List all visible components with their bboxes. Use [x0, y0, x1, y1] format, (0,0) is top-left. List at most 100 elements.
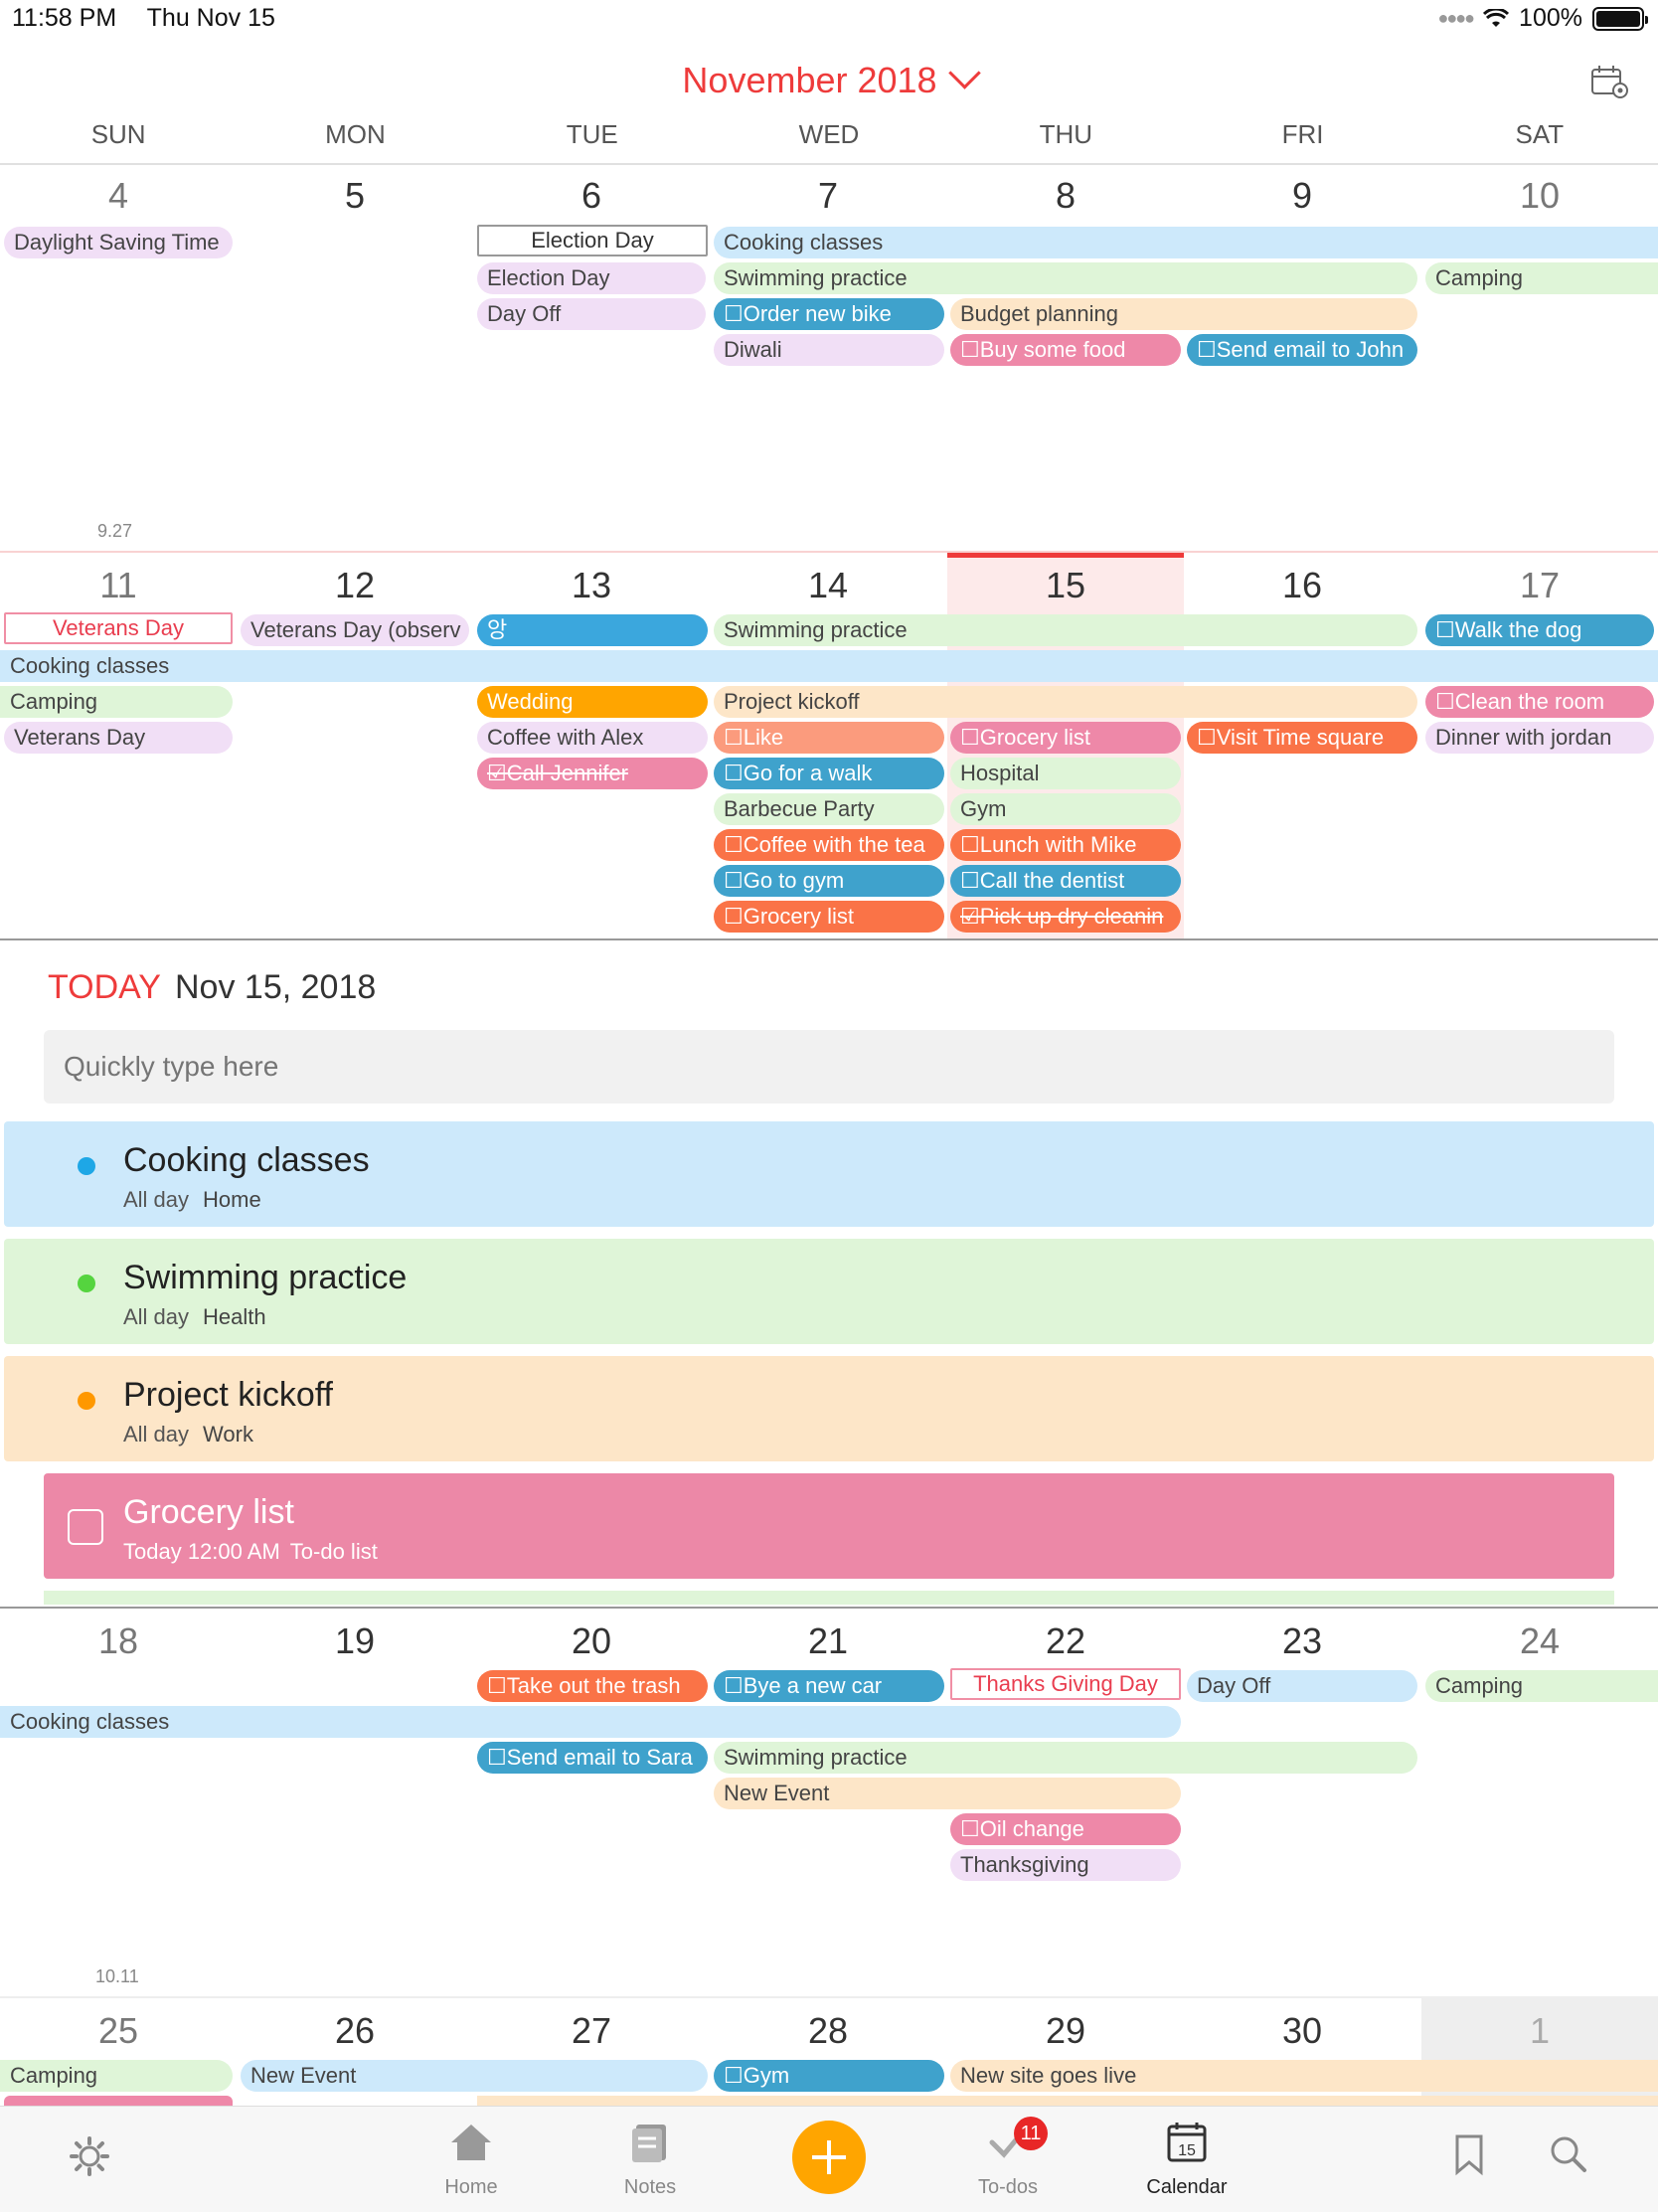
todo-chip[interactable]: ☐Go for a walk [714, 758, 944, 789]
day-number[interactable]: 1 [1529, 2010, 1551, 2051]
day-number[interactable]: 30 [1281, 2010, 1323, 2051]
day-number[interactable]: 6 [580, 175, 602, 216]
event-chip[interactable]: Day Off [1187, 1670, 1417, 1702]
agenda-event[interactable]: Cooking classes All day Home [4, 1121, 1654, 1227]
day-number[interactable]: 25 [97, 2010, 139, 2051]
day-number[interactable]: 29 [1045, 2010, 1086, 2051]
todo-chip-done[interactable]: ☑Pick up dry cleanin [950, 901, 1181, 933]
event-chip[interactable]: Swimming practice [714, 1742, 1417, 1774]
day-number[interactable]: 16 [1281, 565, 1323, 605]
day-number[interactable]: 27 [571, 2010, 612, 2051]
day-number[interactable]: 7 [817, 175, 839, 216]
event-chip[interactable]: Camping [0, 686, 233, 718]
day-number[interactable]: 4 [107, 175, 129, 216]
todo-chip[interactable]: ☐Go to gym [714, 865, 944, 897]
day-number-today[interactable]: 15 [1045, 565, 1086, 605]
todo-chip[interactable]: ☐Like [714, 722, 944, 754]
event-chip[interactable]: Cooking classes [714, 227, 1658, 258]
event-chip[interactable]: Project kickoff [714, 686, 1417, 718]
event-chip[interactable]: Cooking classes [0, 650, 1658, 682]
event-chip[interactable]: Swimming practice [714, 614, 1417, 646]
todo-chip[interactable]: ☐Coffee with the tea [714, 829, 944, 861]
agenda-todo[interactable]: Grocery list Today 12:00 AM To-do list [44, 1473, 1614, 1579]
todo-chip[interactable]: ☐Visit Time square [1187, 722, 1417, 754]
event-chip[interactable]: Camping [1425, 262, 1658, 294]
day-number[interactable]: 22 [1045, 1620, 1086, 1661]
agenda-event[interactable]: Project kickoff All day Work [4, 1356, 1654, 1461]
add-button[interactable] [792, 2121, 866, 2194]
day-number[interactable]: 26 [334, 2010, 376, 2051]
day-number[interactable]: 17 [1519, 565, 1561, 605]
bookmark-icon[interactable] [1453, 2132, 1485, 2176]
day-number[interactable]: 28 [807, 2010, 849, 2051]
event-chip[interactable]: Dinner with jordan [1425, 722, 1654, 754]
event-chip[interactable]: Camping [0, 2060, 233, 2092]
day-number[interactable]: 8 [1055, 175, 1077, 216]
todo-chip[interactable]: ☐Send email to Sara [477, 1742, 708, 1774]
todo-chip[interactable]: ☐Walk the dog [1425, 614, 1654, 646]
event-chip-partial[interactable] [4, 2096, 233, 2106]
month-picker[interactable]: November 2018 [0, 57, 1658, 101]
todo-chip-done[interactable]: ☑Call Jennifer [477, 758, 708, 789]
todo-chip[interactable]: ☐Order new bike [714, 298, 944, 330]
day-number[interactable]: 9 [1291, 175, 1313, 216]
event-chip[interactable]: Daylight Saving Time [4, 227, 233, 258]
tab-notes[interactable]: Notes [590, 2121, 710, 2199]
search-icon[interactable] [1547, 2132, 1590, 2176]
event-chip[interactable]: Election Day [477, 262, 706, 294]
agenda-event-partial[interactable] [44, 1591, 1614, 1605]
todo-chip[interactable]: ☐Call the dentist [950, 865, 1181, 897]
todo-chip[interactable]: ☐Send email to John [1187, 334, 1417, 366]
holiday-chip[interactable]: Election Day [477, 225, 708, 256]
day-number[interactable]: 20 [571, 1620, 612, 1661]
day-number[interactable]: 13 [571, 565, 612, 605]
todo-chip[interactable]: ☐Take out the trash [477, 1670, 708, 1702]
day-number[interactable]: 12 [334, 565, 376, 605]
todo-chip[interactable]: ☐Oil change [950, 1813, 1181, 1845]
event-chip[interactable]: 앙 [477, 614, 708, 646]
todo-chip[interactable]: ☐Gym [714, 2060, 944, 2092]
todo-chip[interactable]: ☐Grocery list [950, 722, 1181, 754]
day-number[interactable]: 24 [1519, 1620, 1561, 1661]
event-chip[interactable]: New site goes live [950, 2060, 1658, 2092]
event-chip[interactable]: Day Off [477, 298, 706, 330]
todo-chip[interactable]: ☐Clean the room [1425, 686, 1654, 718]
holiday-chip[interactable]: Veterans Day [4, 612, 233, 644]
event-chip[interactable]: Barbecue Party [714, 793, 944, 825]
event-chip[interactable]: New Event [714, 1778, 1181, 1809]
event-chip-partial[interactable] [477, 2096, 1658, 2106]
event-chip[interactable]: Swimming practice [714, 262, 1417, 294]
holiday-chip[interactable]: Thanks Giving Day [950, 1668, 1181, 1700]
day-number[interactable]: 19 [334, 1620, 376, 1661]
day-number[interactable]: 23 [1281, 1620, 1323, 1661]
event-chip[interactable]: Camping [1425, 1670, 1658, 1702]
event-chip[interactable]: Coffee with Alex [477, 722, 708, 754]
event-chip[interactable]: Hospital [950, 758, 1181, 789]
gear-icon[interactable] [68, 2134, 111, 2178]
event-chip[interactable]: Thanksgiving [950, 1849, 1181, 1881]
event-chip[interactable]: Diwali [714, 334, 944, 366]
todo-chip[interactable]: ☐Lunch with Mike [950, 829, 1181, 861]
day-number[interactable]: 11 [99, 565, 137, 605]
todo-checkbox[interactable] [68, 1509, 103, 1545]
day-number[interactable]: 21 [807, 1620, 849, 1661]
todo-chip[interactable]: ☐Grocery list [714, 901, 944, 933]
quick-entry-input[interactable] [44, 1030, 1614, 1104]
event-chip[interactable]: Budget planning [950, 298, 1417, 330]
event-chip[interactable]: New Event [241, 2060, 708, 2092]
day-number[interactable]: 5 [344, 175, 366, 216]
event-chip[interactable]: Veterans Day [4, 722, 233, 754]
tab-todos[interactable]: 11 To-dos [948, 2117, 1068, 2199]
agenda-event[interactable]: Swimming practice All day Health [4, 1239, 1654, 1344]
event-chip[interactable]: Cooking classes [0, 1706, 1181, 1738]
day-number[interactable]: 10 [1519, 175, 1561, 216]
todo-chip[interactable]: ☐Bye a new car [714, 1670, 944, 1702]
tab-home[interactable]: Home [412, 2121, 531, 2199]
todo-chip[interactable]: ☐Buy some food [950, 334, 1181, 366]
event-chip[interactable]: Veterans Day (observ [241, 614, 469, 646]
day-number[interactable]: 18 [97, 1620, 139, 1661]
event-chip[interactable]: Wedding [477, 686, 708, 718]
tab-calendar[interactable]: 15 Calendar [1127, 2121, 1246, 2199]
calendar-settings-icon[interactable] [1590, 64, 1630, 99]
event-chip[interactable]: Gym [950, 793, 1181, 825]
